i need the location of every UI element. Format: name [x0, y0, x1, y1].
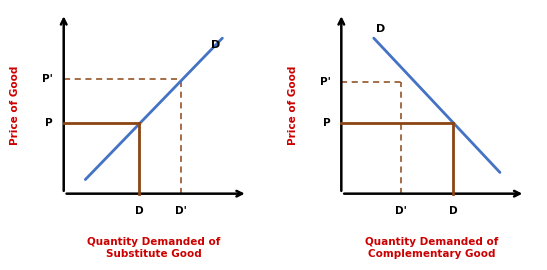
Text: Price of Good: Price of Good [288, 66, 298, 145]
Text: D: D [135, 206, 144, 216]
Text: D: D [211, 40, 220, 50]
Text: Quantity Demanded of
Substitute Good: Quantity Demanded of Substitute Good [87, 238, 220, 259]
Text: P': P' [42, 74, 53, 84]
Text: D: D [449, 206, 457, 216]
Text: D: D [376, 24, 386, 34]
Text: D': D' [395, 206, 407, 216]
Text: P: P [323, 118, 330, 128]
Text: P: P [45, 118, 53, 128]
Text: Price of Good: Price of Good [10, 66, 20, 145]
Text: D': D' [175, 206, 187, 216]
Text: P': P' [319, 77, 330, 87]
Text: Quantity Demanded of
Complementary Good: Quantity Demanded of Complementary Good [365, 238, 498, 259]
